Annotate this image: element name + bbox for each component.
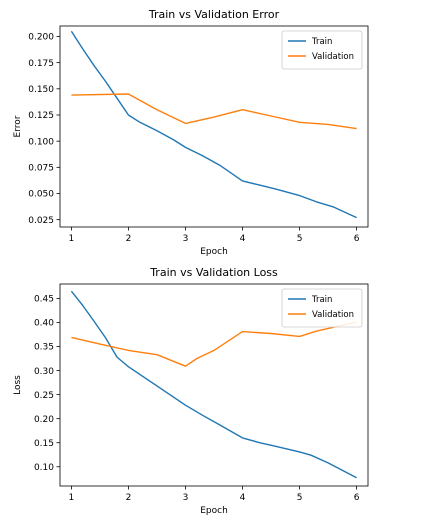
chart-title: Train vs Validation Loss — [149, 266, 278, 279]
series-line-train — [70, 290, 357, 479]
y-tick-label: 0.25 — [34, 391, 54, 401]
y-tick-label: 0.35 — [34, 343, 54, 353]
y-tick-label: 0.10 — [34, 463, 54, 473]
plot-frame — [59, 283, 369, 487]
x-tick-label: 5 — [297, 493, 303, 503]
y-tick-label: 0.40 — [34, 319, 54, 329]
x-tick-label: 1 — [69, 493, 75, 503]
x-tick-label: 2 — [126, 493, 132, 503]
x-tick-label: 4 — [240, 234, 246, 244]
x-tick-label: 1 — [69, 234, 75, 244]
y-axis-label: Error — [13, 115, 23, 137]
y-tick-label: 0.200 — [28, 33, 54, 43]
series-line-validation — [71, 321, 357, 367]
series-line-train — [70, 30, 357, 219]
y-tick-label: 0.125 — [28, 111, 54, 121]
x-tick-label: 4 — [240, 493, 246, 503]
chart-2: Train vs Validation Loss 1 2 3 4 5 6 0.10 0.15 0.… — [13, 266, 369, 516]
y-tick-label: 0.150 — [28, 85, 54, 95]
y-tick-label: 0.175 — [28, 59, 54, 69]
x-tick-label: 6 — [354, 234, 360, 244]
y-tick-label: 0.20 — [34, 415, 54, 425]
y-tick-label: 0.050 — [28, 190, 54, 200]
series-line-validation — [71, 93, 357, 130]
x-axis-label: Epoch — [200, 506, 228, 516]
y-axis-label: Loss — [13, 375, 23, 395]
x-axis-label: Epoch — [200, 247, 228, 257]
chart-1: Train vs Validation Error 1 2 3 4 5 6 0.025 0.05… — [13, 8, 369, 257]
legend-label-validation: Validation — [312, 310, 354, 320]
chart-title: Train vs Validation Error — [148, 8, 280, 21]
legend-label-validation: Validation — [312, 52, 354, 62]
x-tick-label: 3 — [183, 493, 189, 503]
legend: Train Validation — [281, 288, 363, 328]
y-tick-label: 0.100 — [28, 137, 54, 147]
x-tick-label: 2 — [126, 234, 132, 244]
legend-label-train: Train — [311, 295, 332, 305]
plot-frame — [59, 25, 369, 228]
x-tick-label: 6 — [354, 493, 360, 503]
y-tick-label: 0.15 — [34, 439, 54, 449]
y-tick-label: 0.30 — [34, 367, 54, 377]
x-tick-label: 5 — [297, 234, 303, 244]
y-tick-label: 0.075 — [28, 164, 54, 174]
x-tick-label: 3 — [183, 234, 189, 244]
legend: Train Validation — [281, 30, 363, 70]
y-tick-label: 0.025 — [28, 216, 54, 226]
legend-label-train: Train — [311, 37, 332, 47]
y-tick-label: 0.45 — [34, 295, 54, 305]
